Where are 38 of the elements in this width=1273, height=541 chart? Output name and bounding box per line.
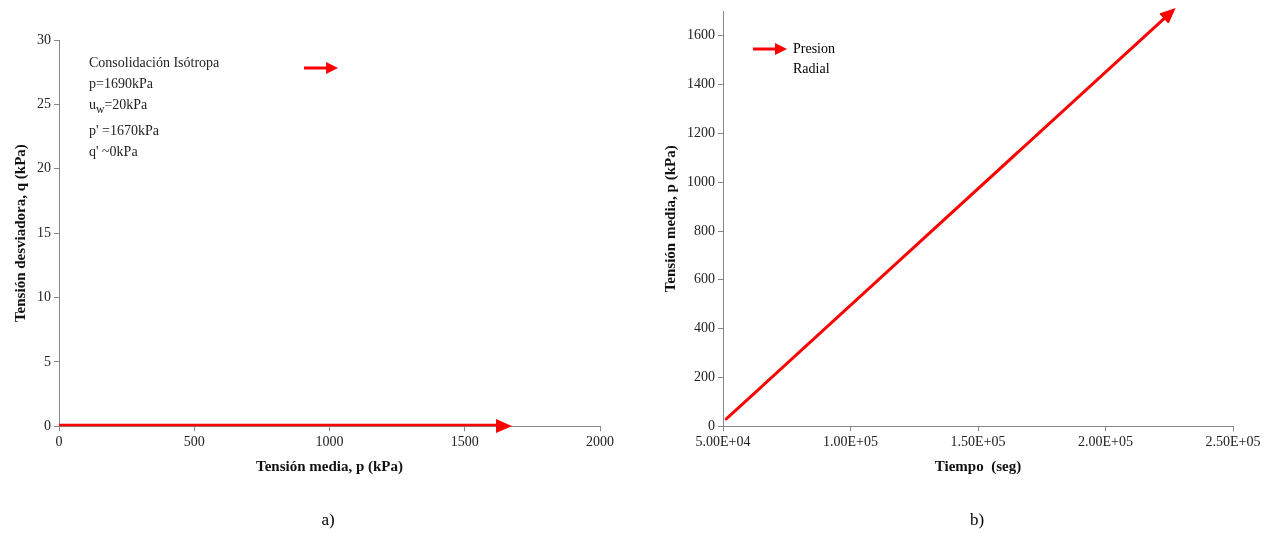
x-tick-label: 5.00E+04 [695,434,751,450]
y-axis-title: Tensión media, p (kPa) [661,145,679,293]
x-axis-title: Tensión media, p (kPa) [256,457,403,475]
y-tick-label: 1000 [687,173,715,189]
y-tick-label: 1600 [687,27,715,43]
y-tick-label: 1400 [687,76,715,92]
y-tick-label: 0 [708,417,715,433]
x-tick-label: 0 [55,434,63,450]
annotation: q' ~0kPa [89,143,138,159]
y-tick-label: 1200 [687,125,715,141]
annotation: Consolidación Isótropa [89,55,220,70]
y-tick-label: 30 [37,31,51,47]
y-tick-label: 25 [37,96,51,112]
y-tick-label: 600 [694,271,715,287]
annotation: p' =1670kPa [89,122,159,138]
x-axis-title: Tiempo (seg) [934,457,1022,475]
y-tick-label: 10 [37,289,51,305]
annotation: p=1690kPa [89,76,153,91]
x-tick-label: 1.50E+05 [950,434,1006,450]
x-tick-label: 500 [183,434,205,450]
y-tick-label: 0 [44,417,51,433]
text: b) [970,510,985,530]
annotation: u$_{w}$=20kPa [89,97,148,116]
text: a) [321,510,335,530]
y-tick-label: 5 [44,353,51,369]
y-tick-label: 400 [694,320,715,336]
x-tick-label: 2.50E+05 [1205,434,1261,450]
y-tick-label: 200 [694,369,715,385]
y-axis-title: Tensión desviadora, q (kPa) [11,144,29,323]
x-tick-label: 1.00E+05 [823,434,878,450]
x-tick-label: 2000 [586,434,614,450]
legend-label: Presion Radial [793,40,836,79]
x-tick-label: 1500 [450,434,479,450]
x-tick-label: 2.00E+05 [1078,434,1133,450]
y-tick-label: 800 [694,222,715,238]
y-tick-label: 20 [37,160,51,176]
y-tick-label: 15 [37,224,51,240]
x-tick-label: 1000 [315,434,344,450]
